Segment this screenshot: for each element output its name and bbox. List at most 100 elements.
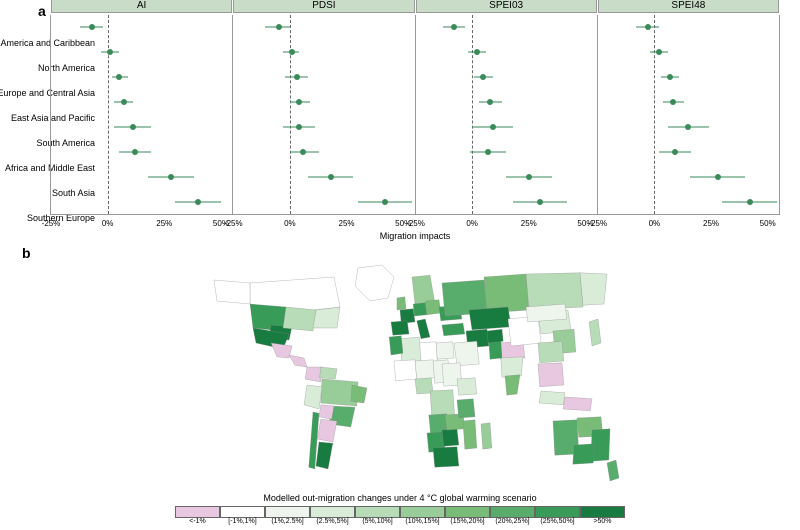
legend-bin-label: (20%,25%]	[490, 518, 535, 525]
legend-box	[175, 506, 220, 518]
x-tick: 25%	[521, 219, 537, 228]
legend-bin-label: (25%,50%]	[535, 518, 580, 525]
legend-box	[490, 506, 535, 518]
x-tick: -25%	[42, 219, 61, 228]
map-region-brazil-ne	[351, 385, 367, 403]
world-map	[30, 250, 770, 490]
map-region-australia-s	[573, 444, 595, 464]
map-region-india-s	[505, 375, 520, 395]
x-axis-label: Migration impacts	[380, 231, 451, 241]
zero-line	[290, 15, 291, 214]
legend-bin-label: (10%,15%]	[400, 518, 445, 525]
legend-bin-label: [-1%,1%]	[220, 518, 265, 525]
legend-bin-label: (5%,10%]	[355, 518, 400, 525]
map-region-nz	[607, 460, 619, 481]
map-region-tanzania	[457, 399, 475, 418]
x-tick: 0%	[284, 219, 296, 228]
x-tick: -25%	[224, 219, 243, 228]
map-region-scandinavia	[412, 275, 435, 304]
map-region-poland	[425, 300, 441, 315]
legend-box	[400, 506, 445, 518]
facet-header: SPEI48	[598, 0, 779, 13]
facet-header: AI	[51, 0, 232, 13]
map-region-russia-fe	[580, 273, 607, 305]
map-region-venezuela	[320, 367, 337, 379]
map-region-mexico-south	[271, 343, 292, 358]
x-tick: -25%	[588, 219, 607, 228]
facet-PDSI: PDSI-25%0%25%50%	[232, 15, 414, 215]
map-region-argentina-n	[317, 419, 337, 442]
map-region-russia-sib-e	[526, 273, 583, 310]
facet-header: PDSI	[233, 0, 414, 13]
facet-AI: AI-25%0%25%50%	[50, 15, 232, 215]
facet-plot: -25%0%25%50%	[51, 15, 232, 214]
x-tick: 50%	[760, 219, 776, 228]
map-region-ethiopia	[457, 378, 477, 395]
map-region-usa-east	[313, 307, 340, 328]
facet-SPEI48: SPEI48-25%0%25%50%	[597, 15, 780, 215]
x-tick: -25%	[406, 219, 425, 228]
map-region-china-s	[538, 341, 564, 363]
map-legend: Modelled out-migration changes under 4 °…	[175, 493, 625, 525]
legend-bin-label: >50%	[580, 518, 625, 525]
panel-a-charts: Central America and CaribbeanNorth Ameri…	[50, 15, 780, 215]
map-region-drc	[430, 390, 455, 416]
map-region-afghanistan	[487, 329, 503, 343]
map-region-argentina-s	[316, 442, 333, 469]
legend-box	[580, 506, 625, 518]
facet-plot: -25%0%25%50%	[233, 15, 414, 214]
map-region-central-am	[289, 355, 307, 367]
legend-bin-label: (2.5%,5%]	[310, 518, 355, 525]
map-region-alaska	[214, 280, 250, 304]
map-region-turkey	[442, 323, 465, 336]
map-region-india-c	[501, 357, 523, 377]
map-region-peru	[304, 385, 322, 409]
legend-box	[445, 506, 490, 518]
map-region-indonesia-w	[539, 391, 565, 405]
map-region-saudi	[454, 341, 479, 366]
map-region-south-africa	[433, 447, 459, 467]
x-tick: 0%	[649, 219, 661, 228]
legend-box	[310, 506, 355, 518]
legend-boxes	[175, 506, 625, 518]
map-region-bolivia	[319, 405, 334, 419]
facet-plot: -25%0%25%50%	[416, 15, 597, 214]
map-region-japan	[589, 319, 601, 346]
legend-labels: <-1%[-1%,1%](1%,2.5%](2.5%,5%](5%,10%](1…	[175, 518, 625, 525]
map-region-mozambique	[463, 420, 477, 449]
zero-line	[108, 15, 109, 214]
legend-title: Modelled out-migration changes under 4 °…	[263, 493, 536, 503]
x-tick: 25%	[703, 219, 719, 228]
panel-a-label: a	[38, 3, 46, 19]
map-region-mali	[394, 360, 417, 381]
facet-SPEI03: SPEI03-25%0%25%50%	[415, 15, 597, 215]
map-region-morocco	[389, 336, 403, 355]
x-tick: 0%	[102, 219, 114, 228]
map-region-germany	[413, 303, 427, 316]
x-tick: 0%	[466, 219, 478, 228]
zero-line	[654, 15, 655, 214]
x-tick: 25%	[339, 219, 355, 228]
panel-b-map	[30, 250, 770, 490]
map-region-mongolia	[526, 304, 567, 322]
map-region-se-asia	[538, 363, 564, 387]
legend-bin-label: (15%,20%]	[445, 518, 490, 525]
legend-bin-label: <-1%	[175, 518, 220, 525]
map-region-algeria	[400, 337, 421, 363]
map-region-madagascar	[481, 423, 492, 449]
map-region-uk	[397, 297, 406, 310]
map-region-colombia	[305, 367, 322, 382]
facet-plot: -25%0%25%50%	[598, 15, 779, 214]
legend-bin-label: (1%,2.5%]	[265, 518, 310, 525]
legend-box	[355, 506, 400, 518]
map-region-kazakhstan	[469, 307, 511, 330]
map-region-usa-central	[283, 307, 316, 331]
map-region-greenland	[355, 265, 394, 301]
map-region-egypt	[436, 342, 454, 359]
map-region-indonesia-e	[563, 397, 592, 411]
legend-box	[265, 506, 310, 518]
map-region-niger	[415, 360, 435, 380]
facet-header: SPEI03	[416, 0, 597, 13]
legend-box	[535, 506, 580, 518]
map-region-spain	[391, 321, 409, 335]
